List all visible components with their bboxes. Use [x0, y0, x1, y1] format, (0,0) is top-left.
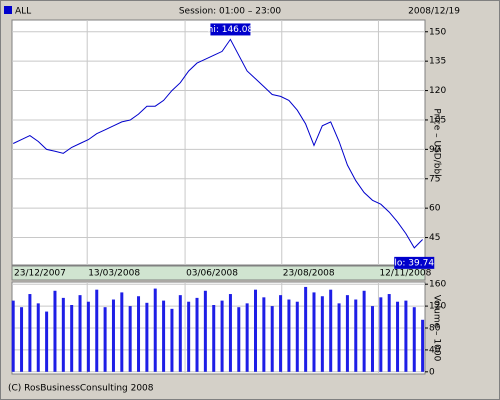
- volume-bar: [370, 306, 374, 372]
- volume-bar: [421, 319, 425, 372]
- volume-bar: [28, 294, 32, 372]
- volume-bar: [103, 307, 107, 372]
- annotation-box: [210, 23, 251, 36]
- y-tick-label: 120: [429, 302, 446, 312]
- x-tick-label: 03/06/2008: [186, 269, 238, 279]
- volume-bar: [162, 300, 166, 372]
- volume-bar: [153, 288, 157, 372]
- volume-bar: [45, 311, 49, 372]
- date-strip: [11, 265, 426, 281]
- y-tick-label: 45: [429, 233, 440, 243]
- volume-bar: [245, 303, 249, 372]
- y-tick-label: 80: [429, 324, 441, 334]
- annotation: lo: 39.74: [394, 258, 434, 268]
- volume-bar: [404, 300, 408, 372]
- volume-bar: [379, 297, 383, 372]
- volume-bar: [354, 299, 358, 372]
- volume-bar: [195, 297, 199, 372]
- price-line: [12, 38, 423, 249]
- volume-bar: [387, 294, 391, 372]
- y-axis-label: Volume – 1000: [432, 295, 442, 362]
- y-axis-label: Price – USD/bbl: [432, 108, 442, 176]
- y-tick-label: 90: [429, 145, 441, 155]
- volume-bar: [11, 300, 15, 372]
- price-panel: [11, 19, 426, 266]
- volume-bar: [53, 290, 57, 372]
- volume-bar: [295, 301, 299, 372]
- y-tick-label: 120: [429, 86, 446, 96]
- volume-bar: [320, 296, 324, 372]
- volume-bar: [337, 303, 341, 372]
- y-tick-label: 40: [429, 345, 441, 355]
- volume-bar: [78, 295, 82, 372]
- y-tick-label: 135: [429, 57, 446, 67]
- y-tick-label: 60: [429, 204, 441, 214]
- volume-bar: [412, 307, 416, 372]
- y-tick-label: 75: [429, 174, 440, 184]
- x-tick-label: 23/12/2007: [14, 269, 66, 279]
- y-tick-label: 0: [429, 367, 435, 377]
- volume-bar: [61, 297, 65, 372]
- volume-bar: [254, 289, 258, 372]
- volume-bar: [36, 303, 40, 372]
- volume-bar: [279, 295, 283, 372]
- volume-bar: [228, 294, 232, 372]
- volume-bar: [237, 307, 241, 372]
- annotation-box: [394, 256, 435, 269]
- footer: (C) RosBusinessConsulting 2008: [8, 384, 154, 394]
- volume-bar: [20, 307, 24, 372]
- volume-bar: [396, 301, 400, 372]
- volume-bar: [262, 297, 266, 372]
- volume-bar: [270, 306, 274, 372]
- annotation: hi: 146.08: [208, 25, 254, 35]
- session: Session: 01:00 – 23:00: [179, 7, 282, 17]
- volume-bar: [170, 308, 174, 372]
- volume-bar: [362, 290, 366, 372]
- volume-bar: [178, 295, 182, 372]
- volume-bar: [95, 289, 99, 372]
- volume-bar: [70, 305, 74, 372]
- volume-bar: [312, 292, 316, 372]
- x-tick-label: 13/03/2008: [88, 269, 140, 279]
- volume-bar: [212, 305, 216, 372]
- y-tick-label: 160: [429, 280, 446, 290]
- volume-bar: [187, 301, 191, 372]
- volume-bar: [220, 300, 224, 372]
- volume-bar: [120, 292, 124, 372]
- volume-bar: [86, 301, 90, 372]
- x-tick-label: 12/11/2008: [379, 269, 431, 279]
- volume-bar: [329, 289, 333, 372]
- y-tick-label: 150: [429, 27, 446, 37]
- legend-swatch: [4, 6, 12, 14]
- y-tick-label: 105: [429, 115, 446, 125]
- volume-bar: [345, 295, 349, 372]
- x-tick-label: 23/08/2008: [283, 269, 335, 279]
- volume-bar: [287, 299, 291, 372]
- symbol: ALL: [15, 7, 31, 17]
- volume-bar: [145, 302, 149, 372]
- volume-bar: [111, 299, 115, 372]
- volume-bar: [128, 306, 132, 372]
- volume-bar: [304, 286, 308, 372]
- volume-bar: [203, 290, 207, 372]
- volume-bar: [137, 296, 141, 372]
- date: 2008/12/19: [408, 7, 460, 17]
